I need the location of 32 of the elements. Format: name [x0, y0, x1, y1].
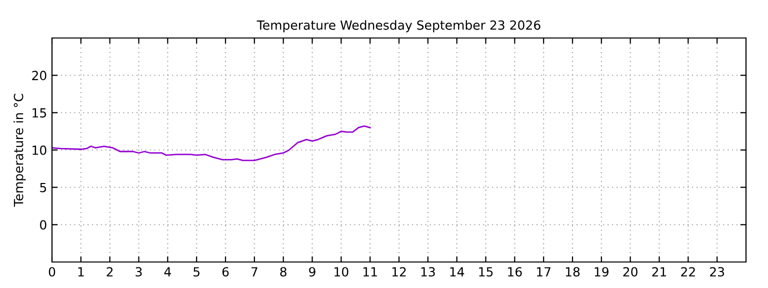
- line-series: [52, 125, 371, 162]
- x-tick-label: 11: [364, 267, 377, 276]
- x-tick-label: 8: [280, 267, 286, 277]
- x-tick-label: 19: [594, 267, 608, 277]
- x-tick-label: 18: [566, 267, 580, 277]
- x-tick-label: 20: [623, 267, 638, 277]
- y-tick-label: 20: [32, 70, 46, 80]
- x-tick-label: 6: [222, 267, 229, 277]
- y-tick-label: 10: [32, 145, 46, 155]
- x-tick-label: 12: [392, 267, 406, 276]
- x-tick-label: 15: [479, 267, 493, 277]
- x-tick-label: 7: [251, 267, 258, 276]
- x-tick-label: 17: [537, 267, 550, 276]
- y-tick-label: 15: [32, 108, 46, 118]
- x-tick-label: 0: [48, 267, 56, 277]
- x-tick-label: 14: [450, 267, 464, 276]
- x-tick-label: 5: [194, 267, 200, 277]
- y-axis-title: Temperature in °C: [14, 94, 26, 207]
- x-tick-label: 10: [334, 267, 348, 277]
- x-tick-label: 4: [164, 267, 171, 276]
- x-tick-label: 2: [106, 267, 113, 276]
- y-tick-label: 0: [40, 220, 46, 230]
- x-tick-label: 21: [652, 267, 666, 276]
- x-tick-label: 3: [136, 267, 142, 277]
- x-tick-label: 9: [309, 267, 316, 277]
- y-tick-label: 5: [40, 182, 46, 192]
- x-tick-label: 16: [508, 267, 522, 277]
- x-tick-label: 22: [681, 267, 695, 276]
- x-tick-label: 23: [710, 267, 724, 277]
- x-tick-label: 1: [78, 267, 84, 276]
- chart-title: Temperature Wednesday September 23 2026: [256, 20, 540, 32]
- x-tick-label: 13: [421, 267, 435, 277]
